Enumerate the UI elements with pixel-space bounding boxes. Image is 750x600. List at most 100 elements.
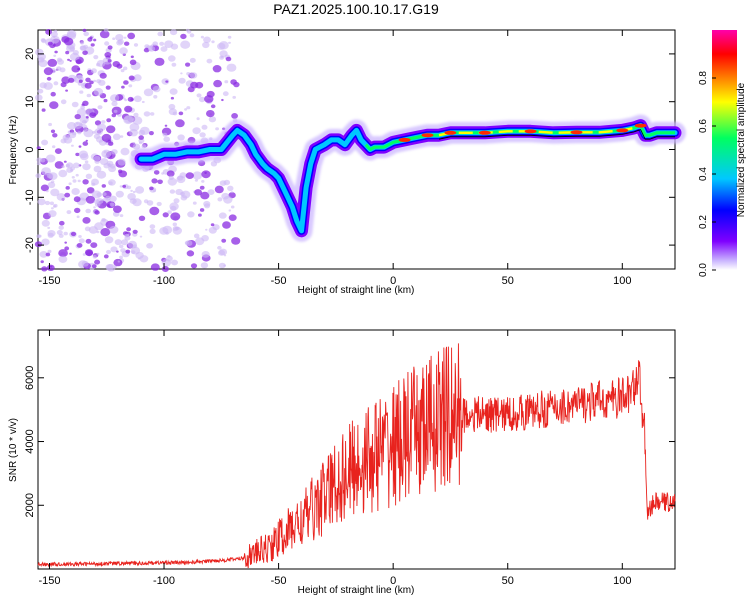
noise-speckle <box>37 198 46 206</box>
noise-speckle <box>175 226 180 231</box>
noise-speckle <box>36 161 41 166</box>
noise-speckle <box>71 176 75 179</box>
noise-speckle <box>85 173 93 179</box>
noise-speckle <box>161 258 172 267</box>
noise-speckle <box>223 264 226 267</box>
snr-y-ticks: 2000 4000 6000 <box>24 366 675 518</box>
noise-speckle <box>217 245 222 250</box>
noise-speckle <box>168 175 174 180</box>
noise-speckle <box>60 82 67 88</box>
noise-speckle <box>50 35 60 44</box>
noise-speckle <box>91 178 99 186</box>
noise-speckle <box>201 124 208 130</box>
ridge-peak <box>524 129 537 134</box>
noise-speckle <box>194 189 203 196</box>
noise-speckle <box>132 143 141 150</box>
noise-speckle <box>93 79 97 83</box>
noise-speckle <box>149 228 156 234</box>
noise-speckle <box>206 110 215 118</box>
noise-speckle <box>39 82 47 89</box>
noise-speckle <box>200 191 210 200</box>
noise-speckle <box>69 252 72 255</box>
snr-x-axis-label: Height of straight line (km) <box>298 585 415 596</box>
noise-speckle <box>116 250 119 253</box>
colorbar-tick-label: 0.4 <box>698 167 709 181</box>
noise-speckle <box>221 98 224 102</box>
noise-speckle <box>130 55 134 59</box>
noise-speckle <box>91 264 97 269</box>
noise-speckle <box>47 249 52 254</box>
noise-speckle <box>40 158 46 163</box>
noise-speckle <box>189 72 198 79</box>
noise-speckle <box>167 177 177 186</box>
noise-speckle <box>143 47 150 53</box>
noise-speckle <box>113 205 122 213</box>
noise-speckle <box>122 184 127 188</box>
colorbar: 0.0 0.2 0.4 0.6 0.8 Normalized spectral ampl… <box>698 30 747 277</box>
noise-speckle <box>100 228 111 237</box>
noise-speckle <box>116 40 123 46</box>
noise-speckle <box>139 235 143 238</box>
noise-speckle <box>77 131 82 135</box>
y-tick-label: 10 <box>24 96 36 108</box>
noise-speckle <box>85 238 92 244</box>
noise-speckle <box>204 95 214 103</box>
noise-speckle <box>89 112 97 118</box>
noise-speckle <box>163 136 170 142</box>
noise-speckle <box>48 122 52 127</box>
noise-speckle <box>77 74 83 80</box>
noise-speckle <box>196 117 200 121</box>
noise-speckle <box>123 80 129 85</box>
noise-speckle <box>132 229 138 234</box>
noise-speckle <box>50 31 58 38</box>
ridge-peak <box>616 128 629 133</box>
noise-speckle <box>45 29 52 35</box>
x-tick-label: -150 <box>38 575 60 587</box>
colorbar-gradient <box>712 30 737 270</box>
figure-title: PAZ1.2025.100.10.17.G19 <box>273 1 439 17</box>
noise-speckle <box>232 95 236 99</box>
noise-speckle <box>76 108 87 117</box>
snr-y-axis-label: SNR (10 * v/v) <box>8 418 19 482</box>
noise-speckle <box>39 251 48 258</box>
noise-speckle <box>40 184 50 192</box>
noise-speckle <box>109 195 117 202</box>
noise-speckle <box>84 82 92 89</box>
noise-speckle <box>85 77 91 83</box>
noise-speckle <box>196 93 202 98</box>
y-tick-label: 0 <box>24 146 36 152</box>
noise-speckle <box>74 114 81 120</box>
noise-speckle <box>99 72 107 79</box>
noise-speckle <box>124 99 128 102</box>
noise-speckle <box>157 179 163 185</box>
noise-speckle <box>54 29 58 33</box>
noise-speckle <box>64 246 70 251</box>
noise-speckle <box>108 165 117 173</box>
noise-speckle <box>172 222 177 227</box>
x-tick-label: -100 <box>153 575 175 587</box>
noise-speckle <box>176 175 186 184</box>
noise-speckle <box>66 210 72 215</box>
noise-speckle <box>79 45 87 51</box>
ridge-peak <box>634 123 647 128</box>
noise-speckle <box>217 197 223 202</box>
noise-speckle <box>58 255 68 263</box>
noise-speckle <box>53 54 57 57</box>
noise-speckle <box>113 258 123 267</box>
noise-speckle <box>106 249 111 255</box>
noise-speckle <box>200 262 209 269</box>
noise-speckle <box>79 90 84 94</box>
noise-speckle <box>162 225 173 234</box>
noise-speckle <box>38 234 42 238</box>
noise-speckle <box>170 29 178 36</box>
noise-speckle <box>224 80 229 84</box>
x-tick-label: 100 <box>613 275 631 287</box>
noise-speckle <box>228 209 232 212</box>
noise-speckle <box>129 123 140 132</box>
noise-speckle <box>125 249 131 254</box>
y-tick-label: 4000 <box>24 429 36 453</box>
noise-speckle <box>126 185 132 190</box>
snr-line <box>37 343 676 569</box>
noise-speckle <box>104 52 112 58</box>
noise-speckle <box>53 203 58 208</box>
